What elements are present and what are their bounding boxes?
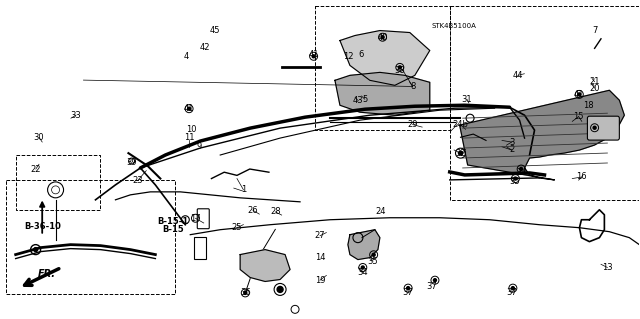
Text: 38: 38	[394, 66, 405, 75]
Text: 35: 35	[368, 257, 378, 266]
Text: 30: 30	[34, 133, 44, 142]
Text: 28: 28	[270, 207, 280, 216]
Text: 36: 36	[240, 288, 251, 297]
Circle shape	[406, 287, 410, 290]
Text: 5: 5	[362, 95, 367, 104]
Text: B-15: B-15	[163, 225, 184, 234]
Text: 8: 8	[410, 82, 415, 91]
Circle shape	[372, 253, 375, 256]
Text: 7: 7	[592, 26, 597, 35]
Circle shape	[188, 107, 191, 110]
Text: B-15-1: B-15-1	[157, 217, 189, 226]
Polygon shape	[340, 31, 430, 85]
Text: 23: 23	[132, 176, 143, 185]
Text: 1: 1	[241, 185, 246, 194]
Text: 32: 32	[455, 149, 466, 158]
Text: 19: 19	[315, 276, 325, 285]
Text: 17: 17	[190, 214, 201, 223]
Text: 24b: 24b	[452, 120, 468, 129]
Text: 37: 37	[426, 282, 437, 291]
Text: 39: 39	[126, 158, 137, 167]
Text: 13: 13	[602, 263, 612, 272]
Circle shape	[277, 286, 283, 293]
Text: 35: 35	[509, 177, 520, 186]
Text: 20: 20	[589, 84, 600, 93]
Text: 41: 41	[308, 50, 319, 59]
Circle shape	[458, 151, 463, 155]
Text: 44: 44	[513, 71, 524, 80]
Text: 40: 40	[378, 33, 388, 42]
Text: 21: 21	[589, 77, 600, 86]
Text: 9: 9	[196, 142, 202, 151]
Text: 36: 36	[589, 125, 600, 134]
Circle shape	[514, 177, 517, 180]
Text: 11: 11	[184, 133, 195, 142]
Text: 6: 6	[359, 50, 364, 59]
Text: STK4B5100A: STK4B5100A	[431, 23, 477, 29]
Text: 3: 3	[509, 137, 515, 146]
Text: 41: 41	[573, 90, 584, 99]
Text: 34: 34	[358, 268, 368, 277]
Circle shape	[511, 287, 515, 290]
Text: 10: 10	[186, 125, 196, 134]
Text: 24: 24	[376, 207, 386, 216]
Text: 37: 37	[506, 288, 517, 297]
Polygon shape	[460, 90, 625, 180]
Text: 25: 25	[232, 223, 242, 232]
Polygon shape	[335, 72, 430, 115]
Polygon shape	[240, 249, 290, 281]
Circle shape	[362, 266, 364, 269]
Text: 12: 12	[344, 52, 354, 61]
Circle shape	[34, 248, 38, 252]
Text: 31: 31	[461, 95, 472, 104]
Text: 29: 29	[407, 120, 418, 129]
Text: 14: 14	[315, 254, 325, 263]
Text: FR.: FR.	[38, 270, 56, 279]
Text: 18: 18	[583, 101, 593, 110]
Text: 16: 16	[577, 173, 587, 182]
Text: 43: 43	[353, 96, 364, 105]
Text: 26: 26	[248, 206, 259, 215]
FancyBboxPatch shape	[588, 116, 620, 140]
Text: B-36-10: B-36-10	[24, 222, 61, 231]
Circle shape	[381, 36, 384, 39]
Text: 34: 34	[516, 168, 527, 177]
Text: 2: 2	[509, 145, 514, 154]
Text: 22: 22	[31, 165, 41, 174]
Circle shape	[578, 93, 580, 96]
Polygon shape	[348, 230, 380, 260]
Circle shape	[520, 167, 523, 171]
Text: 4: 4	[183, 52, 189, 61]
Circle shape	[433, 279, 436, 282]
Circle shape	[593, 126, 596, 129]
Text: 15: 15	[573, 112, 584, 121]
Circle shape	[312, 55, 315, 58]
Text: 33: 33	[70, 111, 81, 120]
Text: 45: 45	[209, 26, 220, 35]
Text: 37: 37	[403, 288, 413, 297]
Text: 42: 42	[200, 43, 211, 52]
Circle shape	[244, 291, 247, 294]
Circle shape	[398, 66, 401, 69]
Text: 27: 27	[315, 231, 325, 240]
Text: 41: 41	[184, 104, 195, 113]
